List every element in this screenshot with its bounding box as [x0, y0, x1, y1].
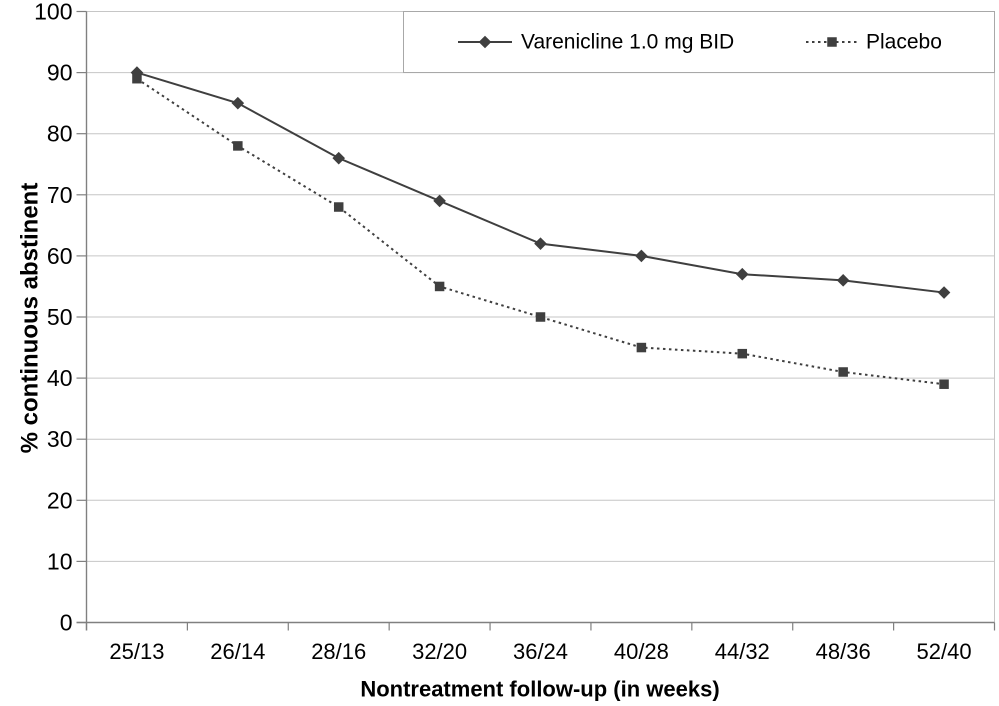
- series-0-marker-8: [937, 286, 951, 299]
- series-0-marker-2: [332, 151, 346, 165]
- series-line-0: [136, 71, 945, 294]
- y-tick-label-60: 60: [47, 243, 73, 269]
- y-tick-label-40: 40: [47, 365, 73, 391]
- x-tick-label-1: 26/14: [210, 639, 265, 664]
- series-1-marker-4: [535, 312, 546, 322]
- y-tick-label-20: 20: [47, 487, 73, 513]
- series-1-marker-2: [333, 202, 344, 212]
- legend: Varenicline 1.0 mg BID Placebo: [403, 11, 995, 73]
- series-line-1: [136, 77, 945, 386]
- x-tick-label-7: 48/36: [816, 639, 871, 664]
- legend-label-1: Placebo: [866, 31, 942, 54]
- series-0-marker-7: [836, 274, 850, 287]
- x-tick-label-0: 25/13: [109, 639, 164, 664]
- series-0-marker-6: [735, 267, 749, 281]
- x-tick-label-6: 44/32: [715, 639, 770, 664]
- y-tick-label-50: 50: [47, 304, 73, 330]
- axis-layer: 0 10 20 30 40 50 60 70 80 90 100 25/13 26/14 28/16 32/…: [34, 0, 996, 664]
- series-0-marker-3: [433, 194, 446, 208]
- y-tick-label-70: 70: [47, 182, 73, 208]
- series-0-marker-5: [635, 249, 648, 263]
- series-1-marker-3: [434, 281, 445, 292]
- y-tick-label-100: 100: [34, 0, 72, 25]
- series-1-marker-8: [939, 379, 949, 389]
- series-0-marker-1: [231, 96, 245, 110]
- series-1-marker-7: [838, 367, 848, 377]
- legend-square-icon: [827, 37, 837, 47]
- y-tick-label-10: 10: [47, 548, 73, 574]
- x-tick-label-3: 32/20: [412, 639, 467, 664]
- series-layer: [130, 66, 951, 389]
- series-1-marker-0: [132, 73, 142, 84]
- y-tick-label-30: 30: [47, 426, 73, 452]
- x-tick-label-2: 28/16: [311, 639, 366, 664]
- x-axis-title: Nontreatment follow-up (in weeks): [360, 677, 719, 702]
- series-1-marker-1: [233, 141, 243, 151]
- x-tick-label-5: 40/28: [614, 639, 669, 664]
- y-tick-label-90: 90: [47, 60, 73, 86]
- y-tick-label-80: 80: [47, 121, 73, 147]
- series-1-marker-5: [636, 342, 647, 353]
- x-tick-label-8: 52/40: [917, 639, 972, 664]
- series-0-marker-0: [130, 66, 144, 79]
- legend-diamond-icon: [478, 35, 492, 49]
- series-0-marker-4: [534, 237, 547, 250]
- series-1-marker-6: [737, 348, 748, 359]
- legend-label-0: Varenicline 1.0 mg BID: [521, 31, 734, 54]
- y-axis-title: % continuous abstinent: [17, 183, 44, 454]
- x-tick-label-4: 36/24: [513, 639, 568, 664]
- y-tick-label-0: 0: [60, 610, 73, 636]
